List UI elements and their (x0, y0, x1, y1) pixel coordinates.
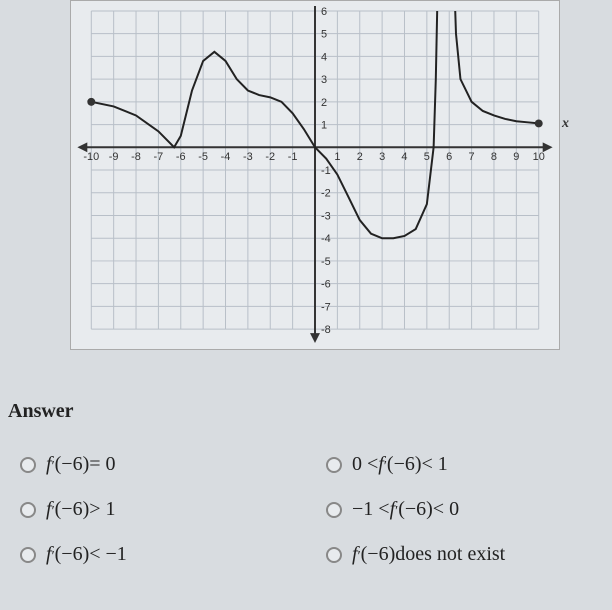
svg-text:2: 2 (321, 97, 327, 109)
svg-text:-6: -6 (176, 151, 186, 163)
svg-text:5: 5 (424, 151, 430, 163)
svg-text:10: 10 (533, 151, 545, 163)
svg-text:-2: -2 (321, 188, 331, 200)
svg-text:-7: -7 (321, 301, 331, 313)
svg-text:6: 6 (321, 6, 327, 18)
svg-text:-3: -3 (243, 151, 253, 163)
svg-text:8: 8 (491, 151, 497, 163)
svg-text:2: 2 (357, 151, 363, 163)
options-grid: f′(−6) = 0 0 < f′(−6) < 1 f′(−6) > 1 −1 … (0, 453, 612, 566)
option-3[interactable]: f′(−6) > 1 (20, 498, 286, 521)
svg-text:-9: -9 (109, 151, 119, 163)
svg-text:-10: -10 (83, 151, 99, 163)
svg-text:-2: -2 (265, 151, 275, 163)
svg-text:-1: -1 (288, 151, 298, 163)
option-label: f′(−6) < −1 (46, 543, 127, 566)
svg-text:3: 3 (321, 74, 327, 86)
svg-text:-4: -4 (321, 233, 331, 245)
svg-text:5: 5 (321, 29, 327, 41)
option-2[interactable]: 0 < f′(−6) < 1 (326, 453, 592, 476)
option-5[interactable]: f′(−6) < −1 (20, 543, 286, 566)
svg-text:-1: -1 (321, 165, 331, 177)
radio-icon (326, 502, 342, 518)
option-1[interactable]: f′(−6) = 0 (20, 453, 286, 476)
svg-text:7: 7 (469, 151, 475, 163)
x-axis-label: x (562, 116, 569, 132)
option-label: f′(−6) = 0 (46, 453, 116, 476)
svg-text:-8: -8 (321, 324, 331, 336)
svg-text:-7: -7 (154, 151, 164, 163)
svg-text:-5: -5 (321, 256, 331, 268)
svg-text:-6: -6 (321, 279, 331, 291)
svg-text:6: 6 (446, 151, 452, 163)
radio-icon (20, 457, 36, 473)
option-label: f′(−6) > 1 (46, 498, 116, 521)
option-label: f′(−6) does not exist (352, 543, 505, 566)
svg-text:4: 4 (401, 151, 407, 163)
answer-section: Answer f′(−6) = 0 0 < f′(−6) < 1 f′(−6) … (0, 400, 612, 566)
svg-text:1: 1 (334, 151, 340, 163)
svg-text:-5: -5 (198, 151, 208, 163)
svg-text:4: 4 (321, 51, 327, 63)
radio-icon (20, 547, 36, 563)
svg-text:3: 3 (379, 151, 385, 163)
svg-text:-8: -8 (131, 151, 141, 163)
option-label: 0 < f′(−6) < 1 (352, 453, 448, 476)
radio-icon (20, 502, 36, 518)
option-4[interactable]: −1 < f′(−6) < 0 (326, 498, 592, 521)
answer-heading: Answer (8, 400, 612, 423)
radio-icon (326, 457, 342, 473)
svg-text:-4: -4 (221, 151, 231, 163)
svg-text:-3: -3 (321, 210, 331, 222)
svg-text:1: 1 (321, 120, 327, 132)
radio-icon (326, 547, 342, 563)
svg-text:9: 9 (513, 151, 519, 163)
option-6[interactable]: f′(−6) does not exist (326, 543, 592, 566)
option-label: −1 < f′(−6) < 0 (352, 498, 459, 521)
function-graph: -10-9-8-7-6-5-4-3-2-112345678910-8-7-6-5… (70, 0, 560, 350)
